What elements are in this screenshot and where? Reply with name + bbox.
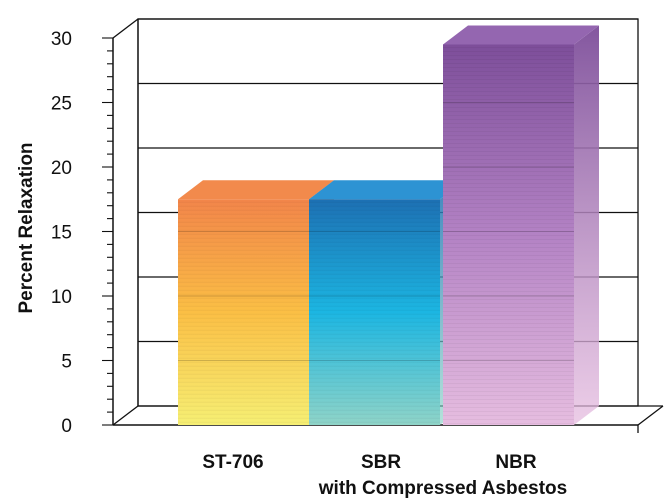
bars	[178, 25, 599, 425]
y-tick-label: 25	[51, 94, 72, 115]
group-label: with Compressed Asbestos	[318, 478, 567, 499]
bar-nbr	[443, 25, 599, 425]
bar-top-face	[309, 180, 465, 200]
bar-sbr	[309, 180, 465, 425]
floor-right-edge	[637, 405, 664, 426]
bar-front-face	[443, 44, 574, 425]
y-tick-label: 20	[51, 158, 72, 179]
y-tick-label: 15	[51, 223, 72, 244]
floor-left-edge	[112, 405, 139, 426]
side-wall-top-edge	[112, 18, 139, 39]
bar-front-face	[309, 199, 440, 425]
bar-side-face	[574, 25, 599, 425]
bar-front-face	[178, 199, 309, 425]
x-tick-label: NBR	[495, 452, 536, 473]
y-tick-label: 30	[51, 29, 72, 50]
y-tick-label: 10	[51, 287, 72, 308]
x-tick-label: SBR	[361, 452, 401, 473]
y-tick-label: 5	[61, 352, 72, 373]
bar-top-face	[178, 180, 334, 200]
category-labels: ST-706 SBR NBR	[202, 452, 536, 473]
x-tick-label: ST-706	[202, 452, 263, 473]
y-axis-title: Percent Relaxation	[16, 142, 37, 313]
bar-top-face	[443, 25, 599, 45]
y-tick-label: 0	[61, 416, 72, 437]
